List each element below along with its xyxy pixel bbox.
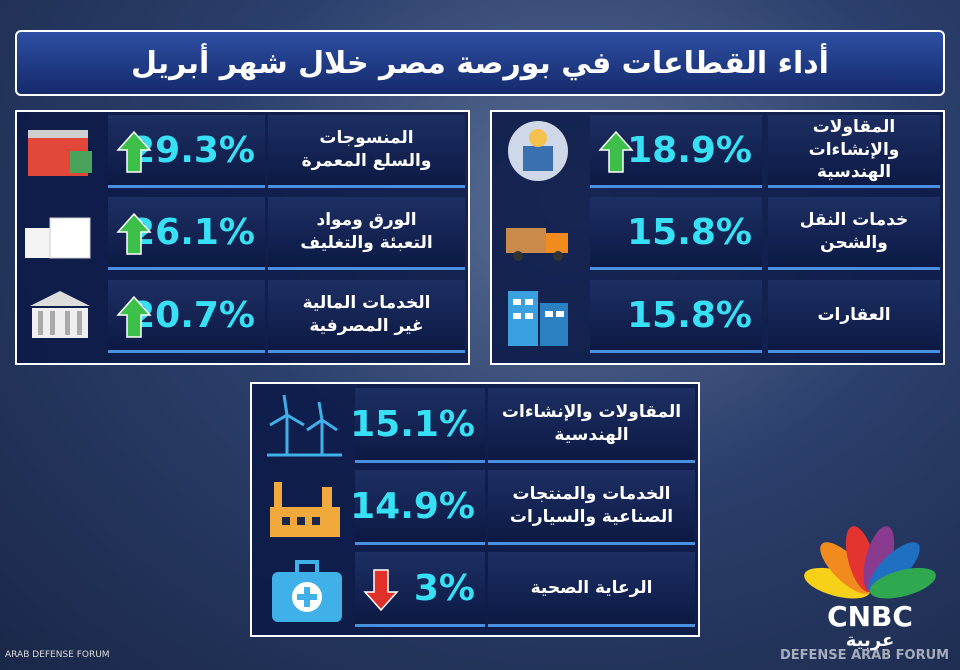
sector-label: المقاولات والإنشاءات الهندسية	[768, 115, 940, 188]
sector-icon	[20, 115, 105, 188]
sector-icon	[255, 388, 353, 463]
arrow-up	[116, 130, 152, 173]
label-line: المنسوجات	[319, 128, 414, 149]
sector-value: 26.1%	[108, 197, 265, 270]
label-line: التعبئة والتغليف	[300, 233, 433, 253]
label-line: العقارات	[817, 304, 891, 325]
sector-icon	[495, 197, 585, 270]
sector-value: 14.9%	[350, 470, 485, 545]
sector-icon	[20, 197, 105, 270]
label-line: الخدمات المالية	[302, 293, 431, 314]
label-line: خدمات النقل والشحن	[799, 210, 909, 253]
sector-label: الرعاية الصحية	[488, 552, 695, 627]
sector-value: 29.3%	[108, 115, 265, 188]
label-line: الرعاية الصحية	[530, 577, 653, 598]
arrow-up	[116, 295, 152, 338]
label-line: الصناعية والسيارات	[509, 507, 674, 527]
watermark: DEFENSE ARAB FORUM	[780, 648, 950, 663]
label-line: والسلع المعمرة	[301, 151, 432, 171]
icon-graphic	[507, 290, 568, 346]
arrow-up	[116, 212, 152, 255]
icon-graphic	[507, 120, 568, 181]
sector-label: خدمات النقل والشحن	[768, 197, 940, 270]
arrow-up	[598, 130, 634, 173]
logo: CNBC عربية	[800, 520, 940, 651]
arrow-down	[363, 568, 399, 611]
title: أداء القطاعات في بورصة مصر خلال شهر أبري…	[15, 30, 945, 96]
icon-graphic	[25, 217, 91, 258]
icon-graphic	[30, 290, 90, 338]
sector-icon	[255, 470, 353, 545]
label-line: الخدمات والمنتجات	[512, 484, 671, 505]
sector-value: 20.7%	[108, 280, 265, 353]
sector-icon	[20, 280, 105, 353]
sector-value: 15.1%	[350, 388, 485, 463]
sector-label: المقاولات والإنشاءات الهندسية	[488, 388, 695, 463]
sector-label: الورق ومواد التعبئة والتغليف	[268, 197, 465, 270]
icon-graphic	[269, 481, 340, 537]
sector-label: العقارات	[768, 280, 940, 353]
icon-graphic	[271, 559, 342, 622]
sector-value: 18.9%	[590, 115, 762, 188]
sector-value: 3%	[355, 552, 485, 627]
sector-label: المنسوجات والسلع المعمرة	[268, 115, 465, 188]
watermark: ARAB DEFENSE FORUM	[5, 650, 110, 660]
label-line: الورق ومواد	[316, 210, 417, 231]
logo-sub: عربية	[845, 630, 895, 651]
sector-value: 15.8%	[590, 197, 762, 270]
sector-value: 15.8%	[590, 280, 762, 353]
sector-icon	[495, 280, 585, 353]
icon-graphic	[505, 227, 568, 261]
label-line: المقاولات والإنشاءات	[808, 116, 900, 160]
sector-icon	[495, 115, 585, 188]
sector-label: الخدمات المالية غير المصرفية	[268, 280, 465, 353]
sector-icon	[255, 552, 353, 627]
icon-graphic	[28, 129, 92, 176]
label-line: غير المصرفية	[309, 316, 424, 336]
logo-peacock	[804, 526, 936, 599]
icon-graphic	[266, 394, 342, 456]
label-line: الهندسية	[554, 425, 629, 445]
label-line: المقاولات والإنشاءات	[501, 402, 682, 423]
logo-name: CNBC	[827, 600, 913, 633]
label-line: الهندسية	[816, 162, 892, 183]
sector-label: الخدمات والمنتجات الصناعية والسيارات	[488, 470, 695, 545]
